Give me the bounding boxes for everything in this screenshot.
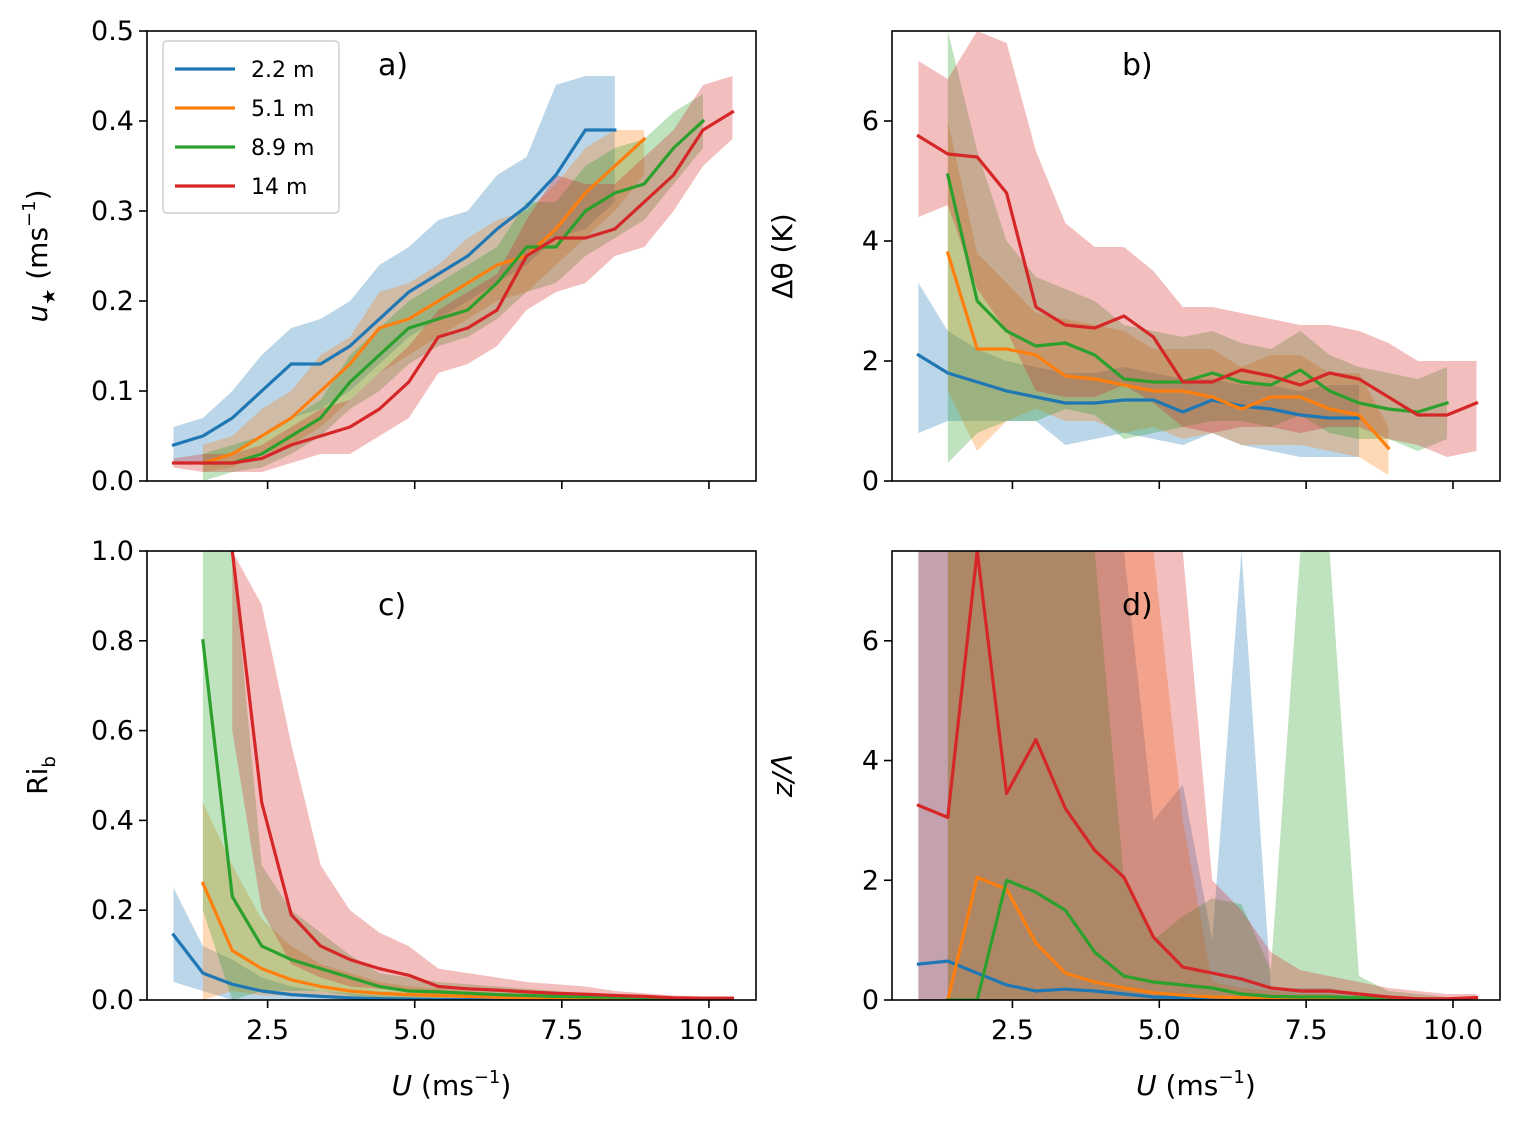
plot-area <box>916 31 1479 475</box>
x-tick-label: 10.0 <box>679 1015 739 1046</box>
band-22m <box>173 887 615 1000</box>
y-tick-label: 0.1 <box>91 376 134 407</box>
line-51m <box>200 136 647 465</box>
legend-label: 5.1 m <box>251 97 314 122</box>
y-tick-label: 0.2 <box>91 286 134 317</box>
line-51m <box>946 875 1391 1000</box>
band-14m <box>918 31 1477 457</box>
line-22m <box>171 128 617 447</box>
band-22m <box>173 76 615 463</box>
band-89m <box>947 31 1448 463</box>
y-axis-label: Δθ (K) <box>766 213 799 298</box>
y-tick-label: 4 <box>862 746 879 777</box>
x-tick-label: 2.5 <box>246 1015 289 1046</box>
panel-c: 0.0 0.2 0.4 0.6 0.8 1.0 2.5 5.0 7.5 10.0 c) Rib U (m… <box>21 536 757 1102</box>
line-89m <box>201 639 705 1000</box>
panel-d: 0 2 4 6 2.5 5.0 7.5 10.0 d) z/Λ U (ms−1) <box>766 550 1501 1102</box>
band-14m <box>918 551 1477 1000</box>
panel-label: c) <box>378 588 406 623</box>
line-89m <box>946 878 1449 1000</box>
axes-frame <box>146 30 757 482</box>
band-51m <box>202 802 645 1000</box>
line-14m <box>230 551 735 1000</box>
y-tick-label: 6 <box>862 106 879 137</box>
y-tick-label: 1.0 <box>91 536 134 567</box>
band-89m <box>202 551 703 1000</box>
y-tick-label: 0.6 <box>91 716 134 747</box>
y-tick-label: 0.4 <box>91 805 134 836</box>
legend-box <box>162 40 340 214</box>
band-89m <box>947 551 1448 1000</box>
panel-label: b) <box>1122 48 1153 83</box>
band-51m <box>202 130 645 472</box>
plot-area <box>171 76 735 481</box>
line-14m <box>916 133 1479 417</box>
y-tick-label: 0 <box>862 985 879 1016</box>
plot-area <box>171 551 735 1000</box>
y-tick-label: 6 <box>862 626 879 657</box>
line-14m <box>916 551 1479 1000</box>
panel-label: a) <box>378 48 408 83</box>
x-tick-label: 2.5 <box>991 1015 1034 1046</box>
y-tick-label: 0 <box>862 466 879 497</box>
band-22m <box>918 283 1359 457</box>
y-axis-label: z/Λ <box>766 754 799 798</box>
line-14m <box>171 109 735 465</box>
y-tick-label: 0.0 <box>91 985 134 1016</box>
legend-label: 2.2 m <box>251 58 314 83</box>
y-tick-label: 2 <box>862 865 879 896</box>
band-89m <box>202 94 703 481</box>
y-tick-label: 0.0 <box>91 466 134 497</box>
band-51m <box>947 551 1389 1000</box>
axes-frame <box>891 30 1501 482</box>
line-89m <box>201 118 706 465</box>
band-51m <box>947 121 1389 475</box>
axes-frame <box>146 550 757 1001</box>
line-22m <box>916 352 1361 420</box>
y-tick-label: 4 <box>862 226 879 257</box>
y-tick-label: 0.8 <box>91 626 134 657</box>
line-51m <box>200 881 646 1000</box>
y-axis-label: Rib <box>21 756 60 795</box>
line-51m <box>945 251 1391 451</box>
panel-label: d) <box>1122 588 1153 623</box>
x-tick-label: 7.5 <box>1285 1015 1328 1046</box>
y-tick-label: 0.2 <box>91 895 134 926</box>
y-tick-label: 0.5 <box>91 16 134 47</box>
x-axis-label: U (ms−1) <box>1136 1067 1256 1102</box>
plot-area <box>916 551 1479 1000</box>
legend-label: 8.9 m <box>251 136 314 161</box>
y-tick-label: 2 <box>862 346 879 377</box>
x-axis-label: U (ms−1) <box>392 1067 512 1102</box>
x-tick-label: 5.0 <box>393 1015 436 1046</box>
y-axis-label: u★ (ms−1) <box>19 189 60 322</box>
legend: 2.2 m 5.1 m 8.9 m 14 m <box>162 40 340 214</box>
panel-b: 0 2 4 6 b) Δθ (K) <box>766 30 1501 497</box>
y-tick-label: 0.3 <box>91 196 134 227</box>
panel-a: 0.0 0.1 0.2 0.3 0.4 0.5 a) u★ (ms−1) 2.2 m 5.1 m 8… <box>19 16 757 497</box>
y-tick-label: 0.4 <box>91 106 134 137</box>
legend-label: 14 m <box>251 175 307 200</box>
x-tick-label: 7.5 <box>540 1015 583 1046</box>
line-89m <box>945 173 1450 414</box>
x-tick-label: 5.0 <box>1138 1015 1181 1046</box>
axes-frame <box>891 550 1501 1001</box>
x-tick-label: 10.0 <box>1423 1015 1483 1046</box>
